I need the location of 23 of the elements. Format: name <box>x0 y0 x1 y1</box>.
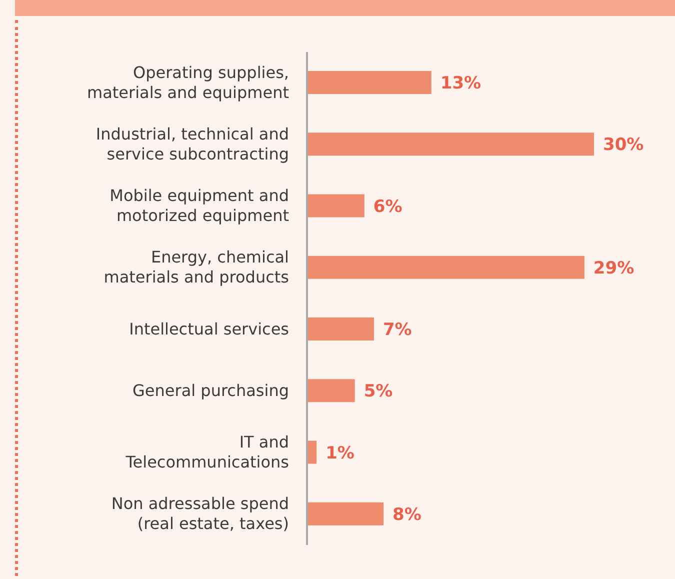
data-label: 5% <box>364 382 393 402</box>
data-label: 8% <box>392 504 422 525</box>
data-label: 30% <box>603 135 644 156</box>
bar <box>307 318 374 340</box>
data-label: 13% <box>440 74 482 94</box>
bar <box>307 379 355 402</box>
y-tick-label: Industrial, technical and service subcontracting <box>96 124 289 164</box>
bar <box>307 194 364 218</box>
data-label: 1% <box>326 443 354 464</box>
data-label: 29% <box>593 258 634 278</box>
bar <box>307 502 384 526</box>
bar <box>307 256 584 279</box>
bar <box>307 132 594 156</box>
y-tick-label: Intellectual services <box>129 319 289 338</box>
y-tick-label: General purchasing <box>132 380 289 400</box>
data-label: 6% <box>373 196 402 217</box>
data-label: 7% <box>382 320 412 340</box>
y-tick-label: Mobile equipment and motorized equipment <box>110 186 289 226</box>
y-tick-label: Non adressable spend (real estate, taxes) <box>111 494 289 534</box>
y-tick-label: Operating supplies, materials and equipment <box>87 62 289 102</box>
bar <box>307 71 432 94</box>
y-tick-label: Energy, chemical materials and products <box>104 248 289 287</box>
y-tick-label: IT and Telecommunications <box>124 432 289 472</box>
